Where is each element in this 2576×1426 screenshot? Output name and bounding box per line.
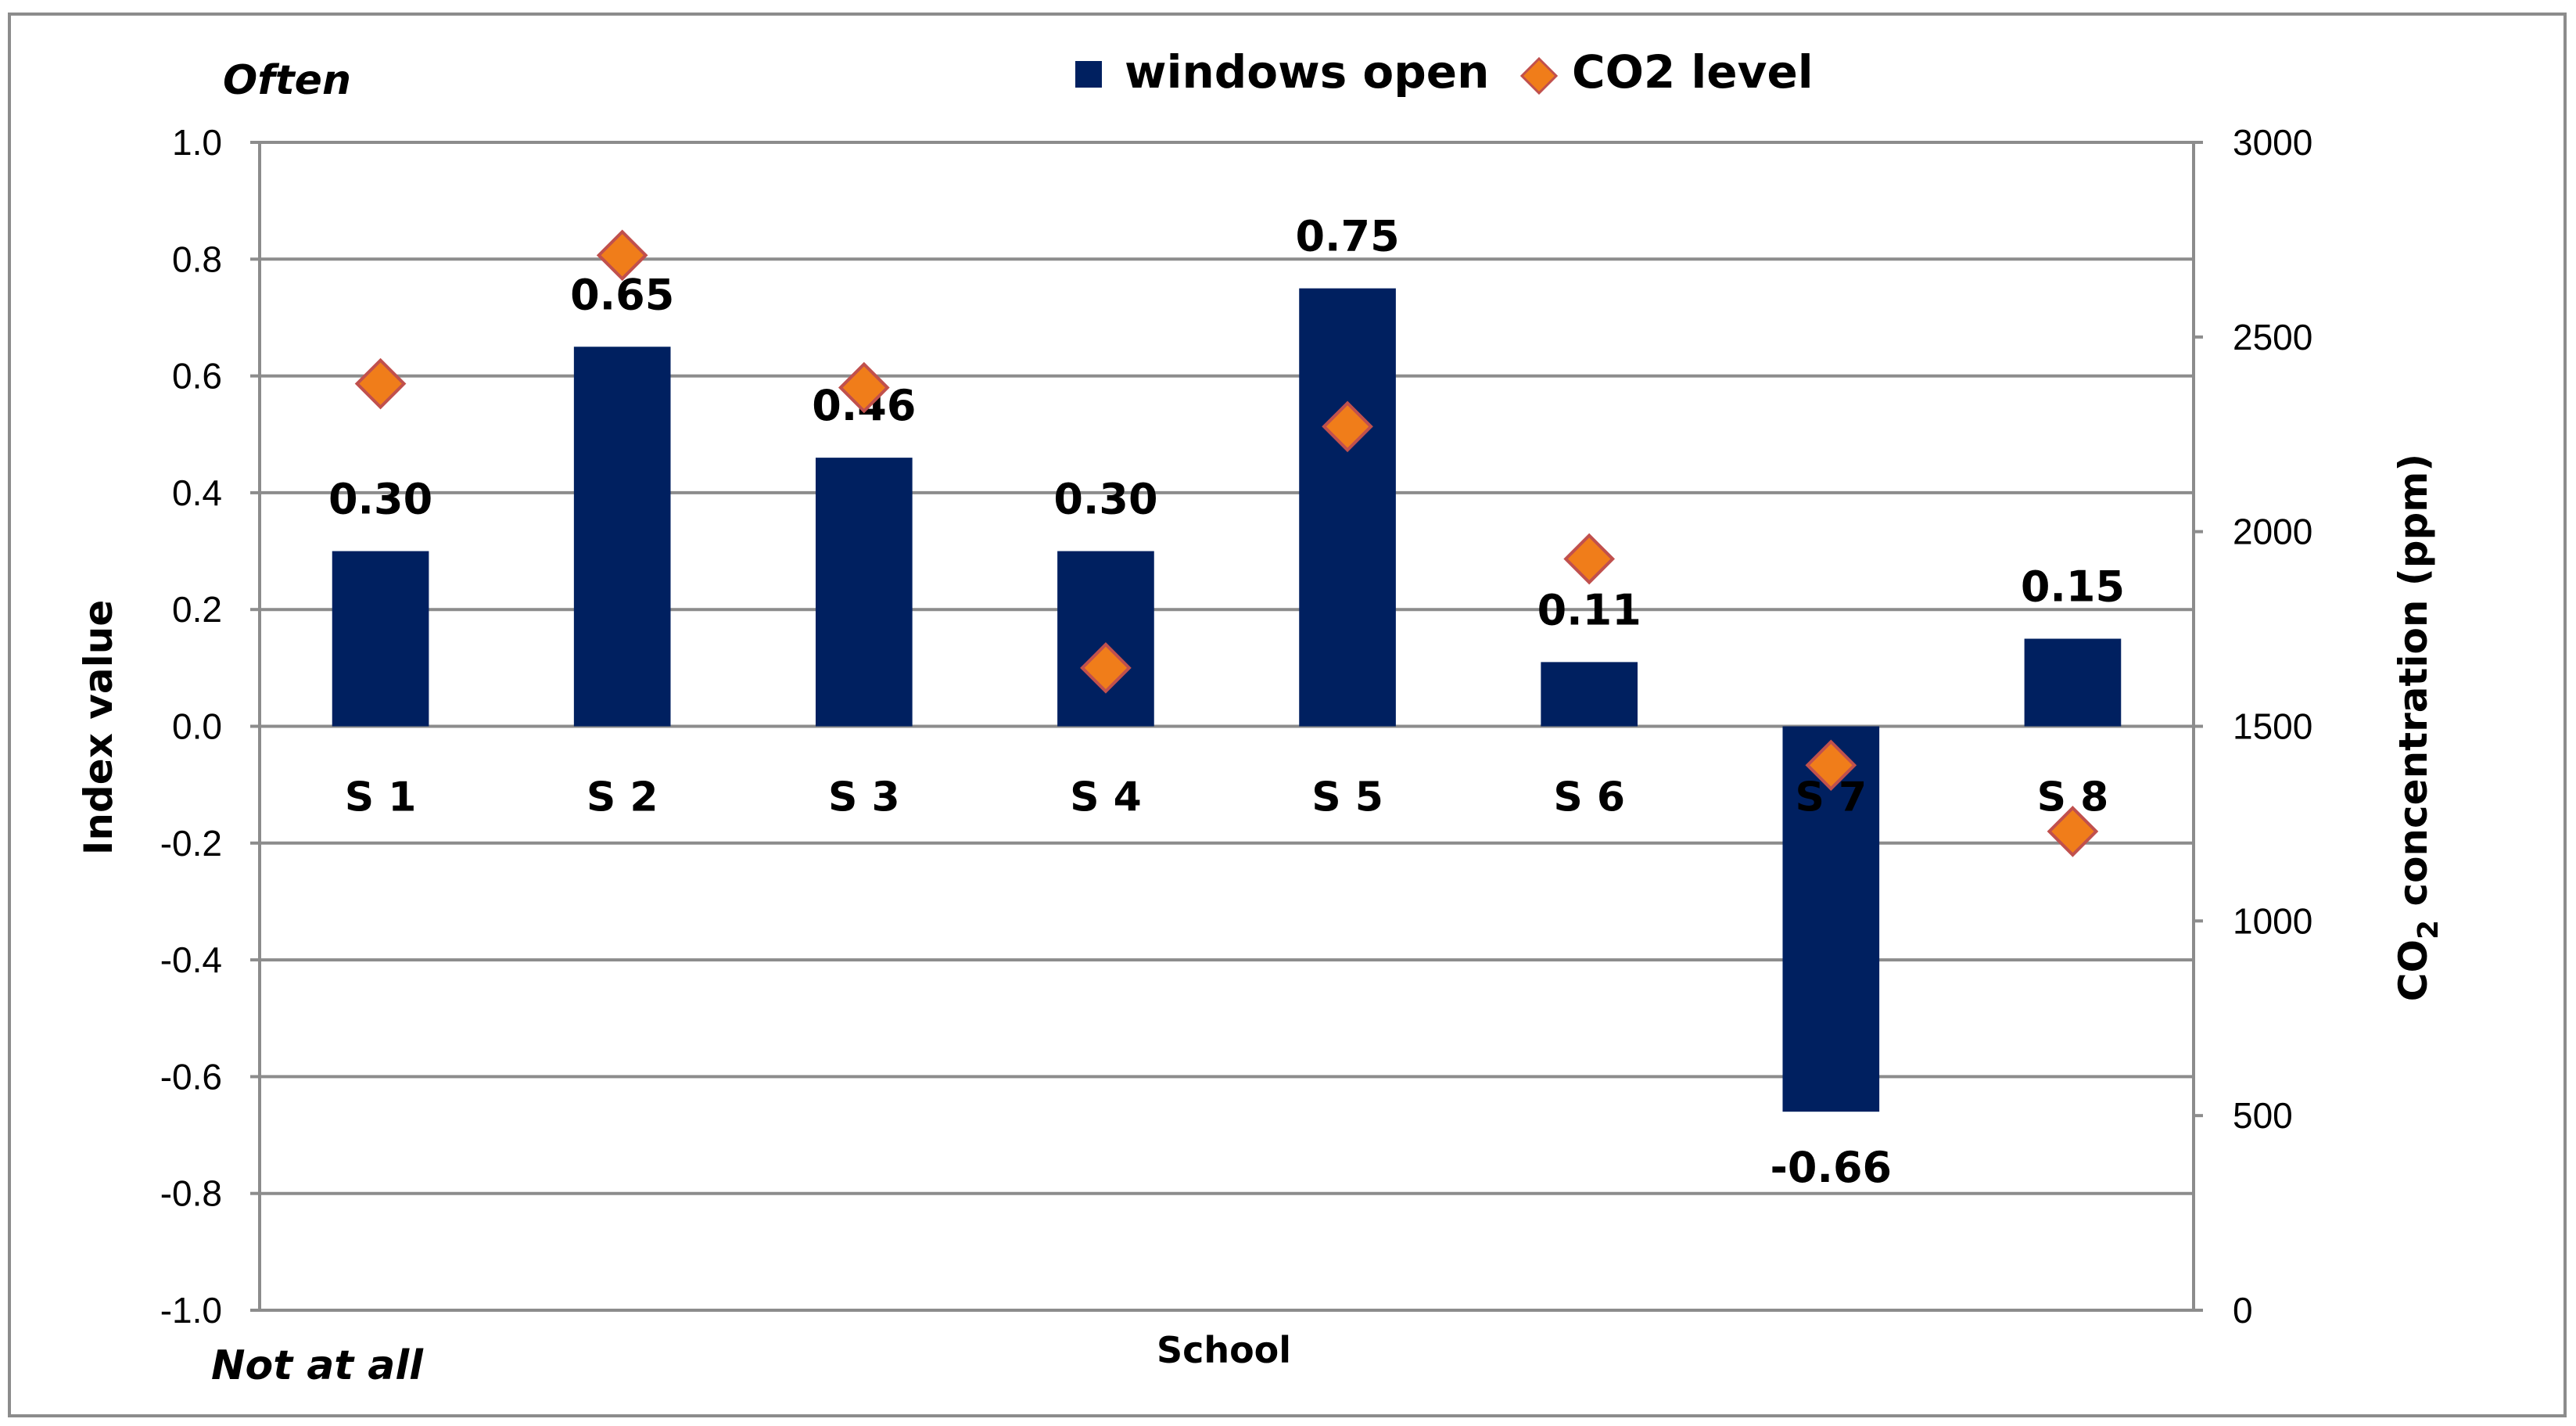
y2-axis-title: CO2 concentration (ppm) <box>2391 454 2445 1001</box>
co2-marker-s3 <box>838 361 890 414</box>
y-tick-label: -0.4 <box>160 939 222 980</box>
scatter-series-co2-level <box>354 229 2099 857</box>
category-label: S 2 <box>587 774 658 821</box>
axes: 1.0 0.8 0.6 0.4 0.2 0.0 -0.2 -0.4 -0.6 -0.8 -1.0 30… <box>160 122 2313 1331</box>
y-tick-label: 0.4 <box>172 472 222 513</box>
co2-marker-s2 <box>596 229 648 282</box>
legend-label-windows-open: windows open <box>1125 45 1489 99</box>
bar-s4 <box>1057 551 1154 727</box>
co2-marker-s8 <box>2047 806 2099 857</box>
bar-data-label: 0.15 <box>2021 562 2125 612</box>
category-label: S 1 <box>345 774 417 821</box>
co2-marker-s7 <box>1805 739 1857 792</box>
category-label: S 3 <box>828 774 900 821</box>
bar-s1 <box>332 551 429 727</box>
y2-tick-label: 2000 <box>2233 512 2312 552</box>
legend-label-co2-level: CO2 level <box>1572 45 1814 99</box>
y-tick-label: -0.6 <box>160 1056 222 1097</box>
y-axis-title: Index value <box>76 600 121 856</box>
y2-tick-label: 3000 <box>2233 122 2312 163</box>
y-tick-label: -0.8 <box>160 1173 222 1214</box>
note-not-at-all: Not at all <box>211 1342 424 1389</box>
y-tick-label: 0.8 <box>172 239 222 279</box>
y2-tick-label: 2500 <box>2233 317 2312 357</box>
bar-series-windows-open <box>332 288 2122 1112</box>
y2-tick-label: 500 <box>2233 1095 2293 1136</box>
bar-data-label: -0.66 <box>1770 1143 1892 1192</box>
bar-data-label: 0.11 <box>1537 585 1641 634</box>
bar-s6 <box>1541 662 1638 727</box>
co2-marker-s4 <box>1080 642 1132 694</box>
co2-marker-s5 <box>1322 401 1373 453</box>
bar-s3 <box>815 458 913 727</box>
bar-s5 <box>1299 288 1396 727</box>
co2-marker-s1 <box>354 357 407 410</box>
note-often: Often <box>223 57 351 104</box>
y-tick-label: 0.0 <box>172 706 222 747</box>
legend-swatch-windows-open <box>1075 61 1102 88</box>
y2-tick-label: 0 <box>2233 1290 2253 1331</box>
co2-marker-s6 <box>1563 533 1616 585</box>
x-axis-title: School <box>1157 1329 1291 1371</box>
category-label: S 4 <box>1070 774 1142 821</box>
y2-axis-title-subscript: 2 <box>2413 920 2445 939</box>
bar-data-label: 0.75 <box>1295 212 1399 261</box>
y-tick-label: -1.0 <box>160 1290 222 1331</box>
y2-axis-title-prefix: CO <box>2391 939 2436 1001</box>
legend-swatch-co2-level <box>1519 56 1559 95</box>
y-tick-label: 0.6 <box>172 356 222 397</box>
y-tick-label: 0.2 <box>172 589 222 630</box>
category-label: S 6 <box>1553 774 1625 821</box>
legend: windows open CO2 level <box>1075 45 1814 99</box>
y2-tick-label: 1500 <box>2233 706 2312 747</box>
y-tick-label: -0.2 <box>160 823 222 864</box>
bar-s8 <box>2024 638 2122 727</box>
y-tick-label: 1.0 <box>172 122 222 163</box>
category-label: S 5 <box>1311 774 1383 821</box>
bar-data-labels: 0.300.650.460.300.750.11-0.660.15 <box>328 212 2125 1193</box>
bar-data-label: 0.30 <box>328 475 432 524</box>
chart-border <box>8 13 2567 1417</box>
y2-axis-title-suffix: concentration (ppm) <box>2391 454 2436 920</box>
bar-s2 <box>573 347 671 727</box>
y2-tick-label: 1000 <box>2233 900 2312 941</box>
bar-data-label: 0.30 <box>1053 475 1157 524</box>
